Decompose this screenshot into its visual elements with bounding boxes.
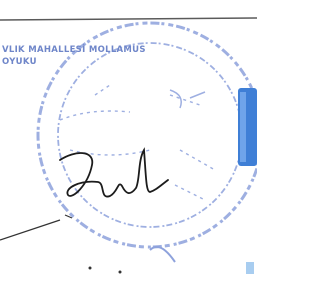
light-mark [246,262,254,274]
stamp-text: OYUKU [2,57,37,67]
scan: VLIK MAHALLESİ MOLLAMUS OYUKU [0,0,257,288]
dot [89,267,92,270]
stamp-text: VLIK MAHALLESİ MOLLAMUS [2,44,146,55]
page: {"stamp": {"line1": "VLIK MAHALLESİ MOLL… [0,0,257,288]
dot [119,271,122,274]
blue-tab-highlight [240,92,246,162]
